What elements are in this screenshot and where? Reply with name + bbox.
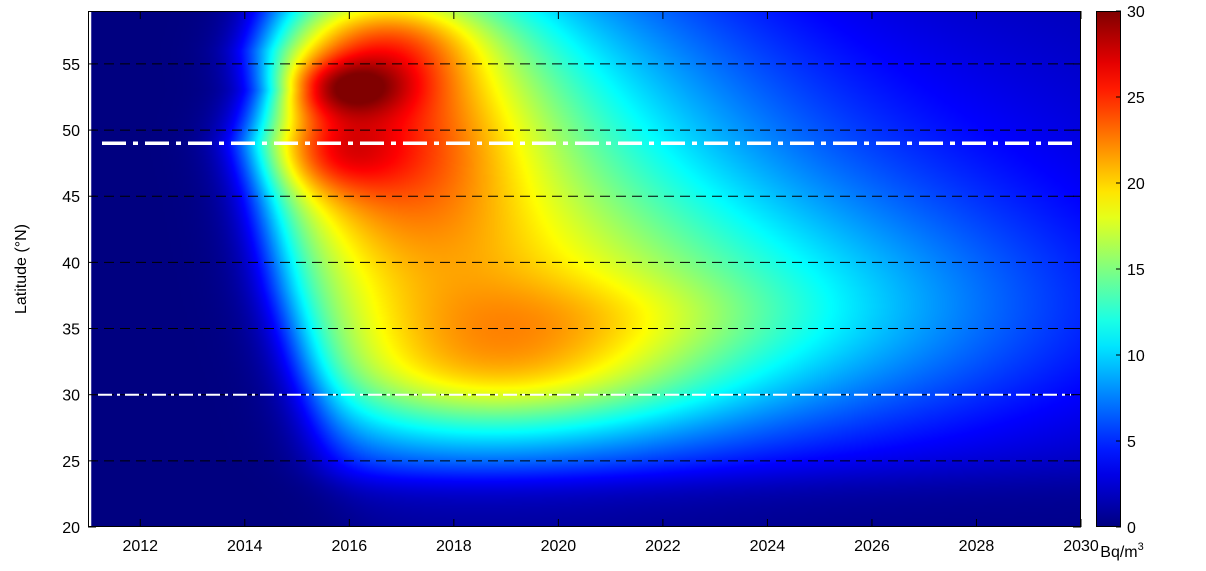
x-tick-label-2018: 2018 [436,538,472,555]
x-tick-label-2028: 2028 [959,538,995,555]
y-tick-label-40: 40 [62,255,80,272]
x-tick-label-2022: 2022 [645,538,681,555]
colorbar-ticks: 0 5 10 15 20 25 30 [1116,4,1145,537]
x-tick-label-2030: 2030 [1063,538,1099,555]
y-tick-label-35: 35 [62,322,80,339]
colorbar-tick-label-30: 30 [1127,4,1145,21]
y-tick-label-30: 30 [62,388,80,405]
x-tick-label-2024: 2024 [750,538,786,555]
reference-lines [88,11,1081,527]
colorbar-tick-label-20: 20 [1127,176,1145,193]
y-axis-label: Latitude (°N) [13,224,30,314]
y-tick-label-20: 20 [62,520,80,537]
y-tick-label-50: 50 [62,123,80,140]
colorbar-tick-label-0: 0 [1127,520,1136,537]
colorbar-label-unit: Bq/m [1100,544,1137,561]
colorbar-label: Bq/m3 [1100,541,1143,561]
y-tick-label-45: 45 [62,189,80,206]
colorbar-label-superscript: 3 [1138,541,1144,553]
x-tick-label-2012: 2012 [122,538,158,555]
x-tick-label-2014: 2014 [227,538,263,555]
heatmap-image [88,11,1081,527]
colorbar-tick-label-10: 10 [1127,348,1145,365]
y-axis: 20 25 30 35 40 45 50 55 [62,57,1081,537]
x-axis: 2012 2014 2016 2018 2020 2022 2024 2026 2028 2030 [122,11,1099,555]
y-tick-label-55: 55 [62,57,80,74]
colorbar-tick-label-15: 15 [1127,262,1145,279]
x-tick-label-2020: 2020 [541,538,577,555]
x-tick-label-2026: 2026 [854,538,890,555]
plot-area [88,11,1081,527]
colorbar-tick-label-25: 25 [1127,90,1145,107]
plot-frame [88,11,1081,527]
colorbar-tick-label-5: 5 [1127,434,1136,451]
y-tick-label-25: 25 [62,454,80,471]
x-tick-label-2016: 2016 [332,538,368,555]
